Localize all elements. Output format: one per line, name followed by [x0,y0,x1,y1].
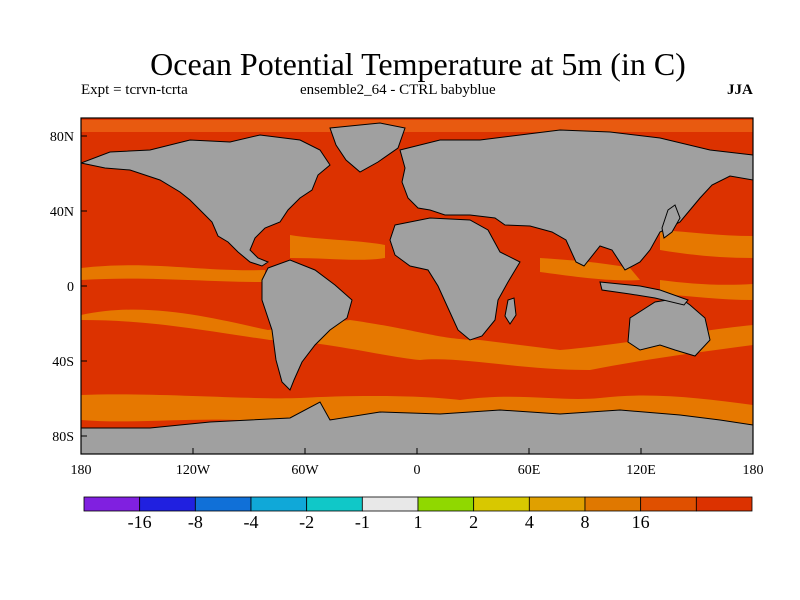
lon-tick-label: 180 [743,463,764,478]
colorbar-label: 4 [525,512,534,532]
colorbar-label: 2 [469,512,478,532]
experiment-label: Expt = tcrvn-tcrta [81,82,188,98]
landmass-eurasia [399,129,753,271]
plot-title: Ocean Potential Temperature at 5m (in C) [150,46,686,82]
lon-tick-label: 120W [176,463,211,478]
colorbar-swatch [306,496,363,512]
temperature-band [81,120,753,132]
map-field [81,118,753,454]
lon-tick-label: 120E [626,463,656,478]
lon-tick-label: 60W [291,463,319,478]
temperature-band [540,258,640,281]
land [81,122,753,454]
landmass-indonesia [599,281,689,306]
colorbar-swatch [584,496,642,512]
landmass-north-america [81,134,331,267]
colorbar-swatch [361,496,419,512]
temperature-band [81,265,265,282]
colorbar-label: -16 [128,512,152,532]
colorbar-label: -4 [244,512,259,532]
colorbar-label: 1 [414,512,423,532]
colorbar-label: -2 [299,512,314,532]
colorbar-swatch [695,496,753,512]
lat-tick-label: 0 [67,280,74,295]
colorbar: -16 -8 -4 -2 -1 1 2 4 8 16 [83,496,753,532]
landmass-africa [389,217,521,341]
season-label: JJA [727,82,753,98]
landmass-madagascar [504,297,517,325]
colorbar-swatch [473,496,530,512]
ensemble-label: ensemble2_64 - CTRL babyblue [300,82,496,98]
colorbar-swatch [250,496,308,512]
temperature-band [290,235,385,260]
lat-tick-label: 40S [52,355,74,370]
landmass-greenland [329,122,406,173]
temperature-band [81,309,753,370]
lon-tick-label: 180 [71,463,92,478]
landmass-japan [661,204,681,239]
colorbar-swatch [194,496,252,512]
landmass-south-america [261,259,353,391]
colorbar-swatch [640,496,697,512]
lat-tick-label: 80S [52,430,74,445]
colorbar-label: 8 [581,512,590,532]
colorbar-label: -8 [188,512,203,532]
lat-tick-label: 40N [50,205,74,220]
longitude-axis: 180 120W 60W 0 60E 120E 180 [71,448,764,478]
latitude-axis: 80N 40N 0 40S 80S [50,130,87,445]
lon-tick-label: 60E [518,463,541,478]
landmass-antarctica [81,401,753,454]
colorbar-label: -1 [355,512,370,532]
temperature-band [660,280,753,300]
colorbar-label: 16 [632,512,650,532]
colorbar-swatch [83,496,141,512]
lat-tick-label: 80N [50,130,74,145]
colorbar-swatch [139,496,196,512]
temperature-band [660,230,753,258]
colorbar-swatch [417,496,475,512]
lon-tick-label: 0 [414,463,421,478]
colorbar-swatch [528,496,586,512]
